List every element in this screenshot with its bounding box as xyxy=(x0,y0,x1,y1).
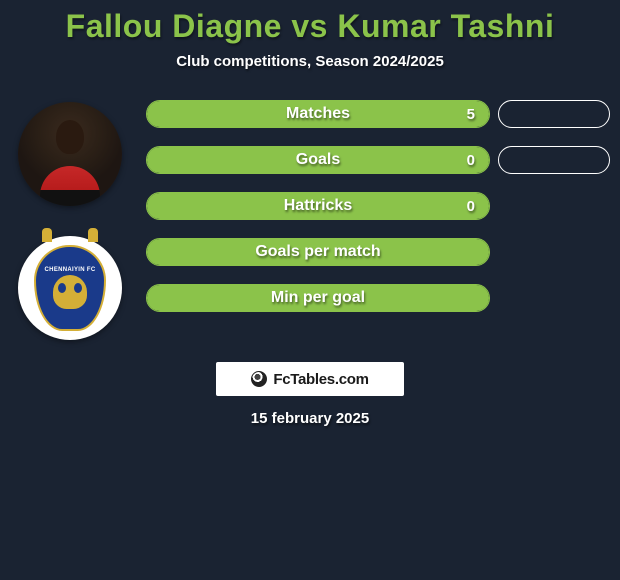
club-logo-text: CHENNAIYIN FC xyxy=(45,267,96,273)
right-column xyxy=(498,100,610,174)
stat-label: Goals xyxy=(147,151,489,169)
footer-brand-logo: FcTables.com xyxy=(216,362,404,396)
club-logo-mask xyxy=(53,275,87,309)
page-title: Fallou Diagne vs Kumar Tashni xyxy=(0,8,620,45)
stat-label: Matches xyxy=(147,105,489,123)
stat-value: 5 xyxy=(467,106,475,123)
left-column: CHENNAIYIN FC xyxy=(10,100,130,340)
stat-label: Hattricks xyxy=(147,197,489,215)
stats-column: Matches 5 Goals 0 Hattricks 0 Goals per … xyxy=(130,100,498,312)
content-row: CHENNAIYIN FC Matches 5 Goals 0 Hattrick… xyxy=(0,100,620,340)
club-logo-handles xyxy=(34,228,106,242)
stat-label: Min per goal xyxy=(147,289,489,307)
footer-date: 15 february 2025 xyxy=(0,410,620,427)
stat-label: Goals per match xyxy=(147,243,489,261)
club-logo-shield: CHENNAIYIN FC xyxy=(34,245,106,331)
stat-value: 0 xyxy=(467,152,475,169)
footer-brand-text: FcTables.com xyxy=(273,371,368,388)
stat-bar-min-per-goal: Min per goal xyxy=(146,284,490,312)
stat-bar-goals: Goals 0 xyxy=(146,146,490,174)
subtitle: Club competitions, Season 2024/2025 xyxy=(0,53,620,70)
soccer-ball-icon xyxy=(251,371,267,387)
club-logo: CHENNAIYIN FC xyxy=(18,236,122,340)
player-photo xyxy=(18,102,122,206)
stat-bar-goals-per-match: Goals per match xyxy=(146,238,490,266)
stat-bar-hattricks: Hattricks 0 xyxy=(146,192,490,220)
comparison-pill xyxy=(498,100,610,128)
comparison-pill xyxy=(498,146,610,174)
stat-bar-matches: Matches 5 xyxy=(146,100,490,128)
stat-value: 0 xyxy=(467,198,475,215)
infographic-container: Fallou Diagne vs Kumar Tashni Club compe… xyxy=(0,0,620,427)
